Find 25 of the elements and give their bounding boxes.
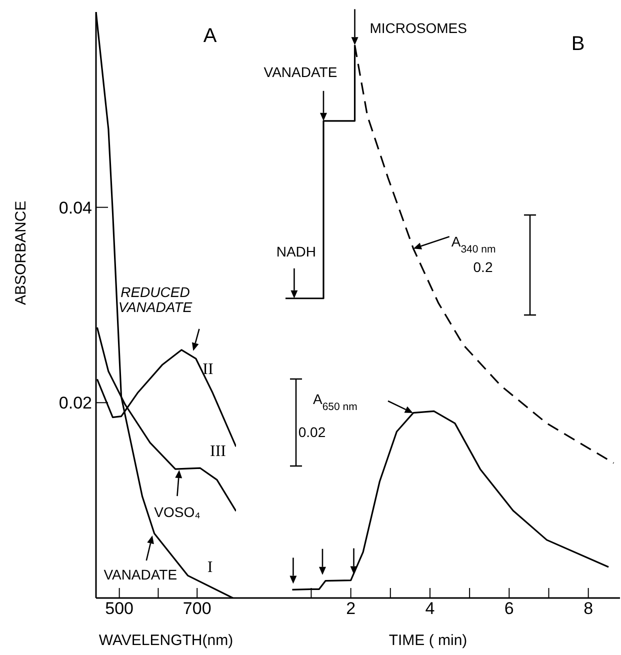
annotation: B <box>571 33 585 55</box>
x-tick-label: 8 <box>584 599 594 618</box>
annotation: NADH <box>276 243 316 260</box>
series-label: I <box>207 559 213 576</box>
series-label: III <box>210 443 226 460</box>
annotation: 0.02 <box>298 424 326 440</box>
annotation: A$_{340 nm}$ <box>451 234 496 256</box>
x-tick-label: 4 <box>425 599 435 618</box>
y-axis-title: ABSORBANCE <box>12 200 30 305</box>
x-tick-label: 2 <box>346 599 356 618</box>
legend-label: II <box>202 361 214 378</box>
annotation: VOSO₄ <box>154 504 201 520</box>
annotation: A <box>203 25 218 47</box>
x-axis-title: WAVELENGTH(nm) <box>98 632 234 649</box>
annotation: A$_{650 nm}$ <box>313 391 358 413</box>
annotation: REDUCED VANADATE <box>118 284 193 315</box>
x-tick-label: 500 <box>105 599 134 618</box>
x-tick-label: 6 <box>504 599 514 618</box>
annotation: VANADATE <box>104 566 178 582</box>
x-axis-title: TIME ( min) <box>388 632 468 649</box>
x-tick-label: 700 <box>182 599 212 618</box>
y-tick-label: 0.04 <box>58 198 92 218</box>
annotation: 0.2 <box>473 259 493 275</box>
annotation: VANADATE <box>264 64 338 80</box>
annotation: MICROSOMES <box>370 20 467 36</box>
